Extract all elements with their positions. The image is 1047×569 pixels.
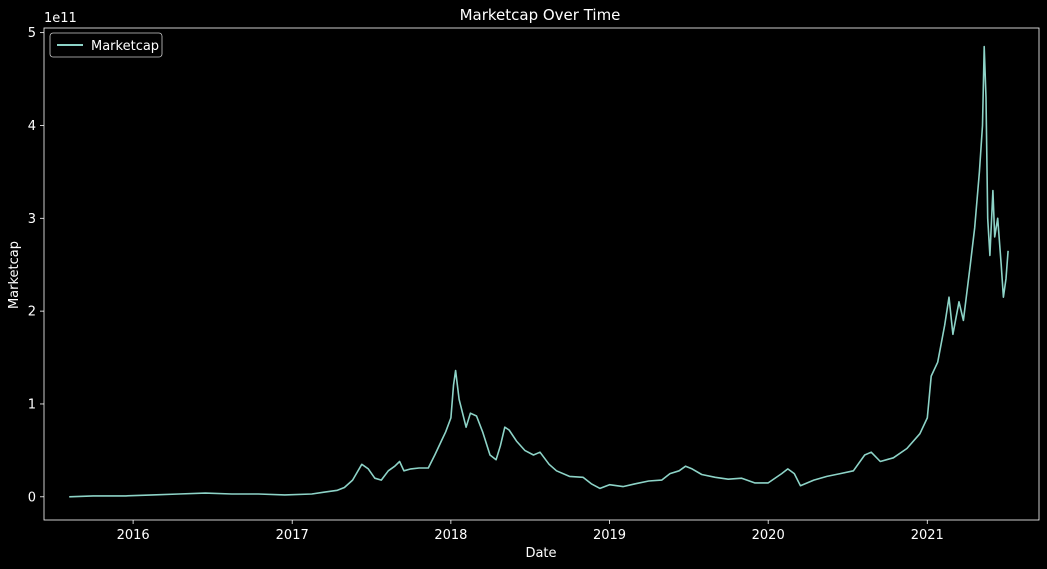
x-tick-label: 2016 xyxy=(117,528,150,543)
plot-frame xyxy=(43,27,1040,521)
y-tick-label: 3 xyxy=(28,212,36,227)
x-tick-label: 2017 xyxy=(276,528,309,543)
marketcap-series-line xyxy=(69,45,1009,498)
legend-box xyxy=(49,32,163,58)
chart-title: Marketcap Over Time xyxy=(460,6,621,24)
y-tick-label: 4 xyxy=(28,119,36,134)
y-axis: 0 1 2 3 4 5 xyxy=(28,26,44,505)
y-tick-label: 0 xyxy=(28,490,36,505)
x-tick-label: 2018 xyxy=(434,528,467,543)
y-tick-label: 2 xyxy=(28,305,36,320)
y-offset-label: 1e11 xyxy=(44,11,77,26)
x-tick-label: 2021 xyxy=(911,528,944,543)
legend: Marketcap xyxy=(49,32,163,58)
x-tick-label: 2020 xyxy=(752,528,785,543)
y-tick-label: 1 xyxy=(28,397,36,412)
legend-label-marketcap: Marketcap xyxy=(91,39,159,54)
x-axis: 2016 2017 2018 2019 2020 2021 xyxy=(117,520,944,543)
y-axis-label: Marketcap xyxy=(7,241,22,309)
x-tick-label: 2019 xyxy=(593,528,626,543)
x-axis-label: Date xyxy=(525,546,556,561)
y-tick-label: 5 xyxy=(28,26,36,41)
